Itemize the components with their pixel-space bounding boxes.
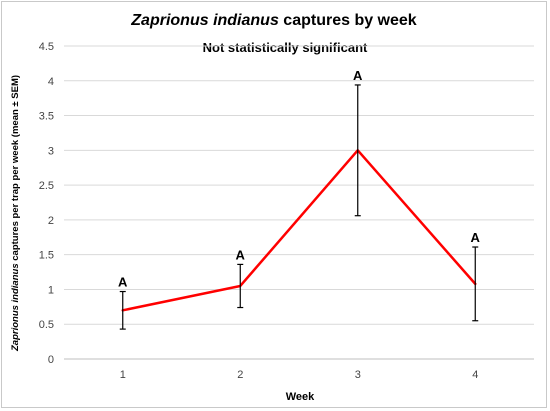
error-bar [237, 263, 244, 309]
y-tick-label: 4.5 [39, 41, 54, 53]
x-tick-labels: 1 2 3 4 [120, 369, 479, 381]
x-tick-label: 1 [120, 369, 126, 381]
y-axis-label-rest: captures per trap per week (mean ± SEM) [10, 75, 21, 261]
series-red [121, 149, 477, 312]
x-tick-label: 2 [237, 369, 243, 381]
data-label: A [471, 230, 481, 245]
data-label: A [236, 247, 246, 262]
y-tick-label: 1.5 [39, 250, 54, 262]
x-tick-label: 3 [355, 369, 361, 381]
y-axis-label: Zaprionus indianus captures per trap per… [10, 75, 21, 352]
chart-title-italic: Zaprionus indianus [130, 12, 279, 29]
y-tick-labels: 0 0.5 1 1.5 2 2.5 3 3.5 4 4.5 [39, 41, 54, 366]
error-bar [119, 290, 126, 330]
series-line [121, 149, 477, 312]
y-tick-label: 0.5 [39, 319, 54, 331]
chart-title-rest: captures by week [283, 12, 417, 29]
y-tick-label: 3.5 [39, 111, 54, 123]
y-tick-label: 0 [48, 354, 54, 366]
error-bar [472, 246, 479, 322]
chart-title: Zaprionus indianus captures by week [130, 12, 417, 29]
y-axis-label-italic: Zaprionus indianus [10, 263, 21, 352]
x-axis-label: Week [286, 391, 315, 403]
x-tick-label: 4 [472, 369, 478, 381]
gridlines [64, 45, 534, 360]
y-tick-label: 3 [48, 145, 54, 157]
error-bar [354, 84, 361, 217]
y-tick-label: 1 [48, 284, 54, 296]
error-bars [119, 84, 479, 330]
y-tick-label: 2.5 [39, 180, 54, 192]
y-tick-label: 2 [48, 215, 54, 227]
data-labels: A A A A [118, 68, 481, 290]
data-label: A [353, 68, 363, 83]
data-label: A [118, 275, 128, 290]
chart-subtitle: Not statistically significant [203, 40, 368, 55]
y-tick-label: 4 [48, 76, 54, 88]
